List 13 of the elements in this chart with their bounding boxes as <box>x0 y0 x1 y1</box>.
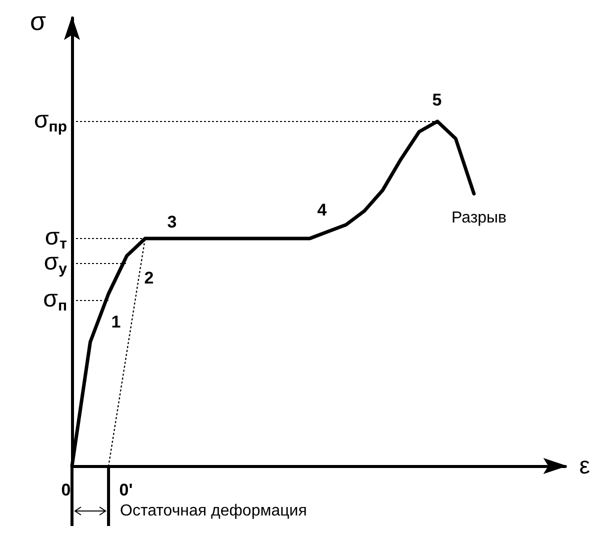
y-axis-title: σ <box>30 6 46 36</box>
ref-line-label: σ$_{п}$ <box>43 286 67 314</box>
annotation: 4 <box>317 200 328 220</box>
annotation: Разрыв <box>451 210 507 226</box>
x-axis-title: ε <box>579 452 590 480</box>
annotation: 1 <box>111 312 121 332</box>
text: 5 <box>432 90 442 110</box>
text: 0 <box>61 480 71 500</box>
annotation: 2 <box>144 268 154 288</box>
text: Остаточная деформация <box>120 502 307 520</box>
ref-line-label: σ$_{пр}$ <box>34 106 67 136</box>
text: 0' <box>119 480 133 500</box>
annotation: 3 <box>167 212 177 232</box>
